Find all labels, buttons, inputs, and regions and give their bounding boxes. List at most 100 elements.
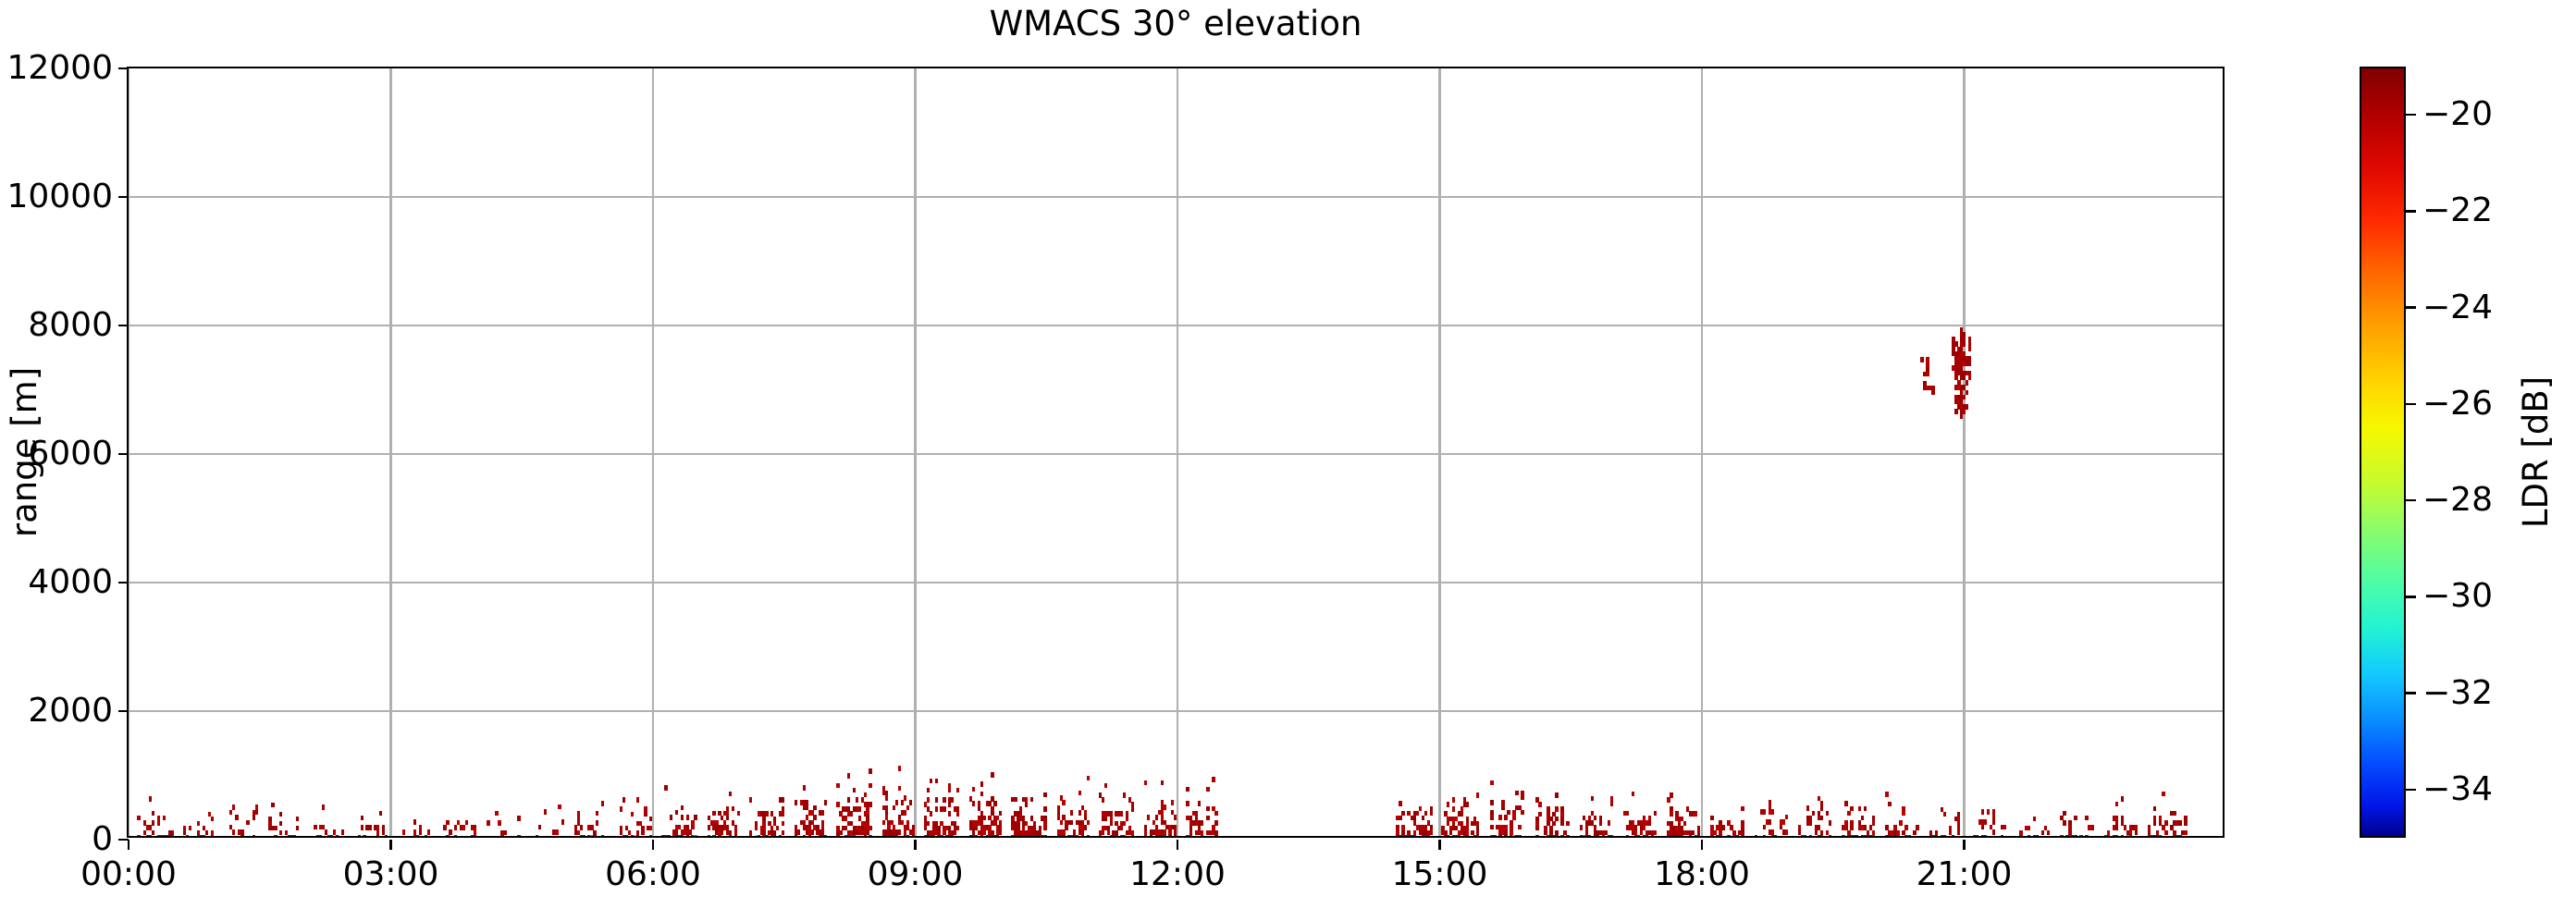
data-point [842,806,845,812]
x-tick-label: 12:00 [1129,855,1226,893]
data-point [374,825,377,830]
data-point [1043,825,1047,831]
data-point [1719,820,1722,826]
data-point [802,834,807,836]
data-point [1465,834,1469,836]
data-point [381,825,386,830]
data-point [1014,834,1017,836]
data-point [980,815,983,821]
data-point [1968,356,1972,362]
colorbar[interactable]: −20 −22 −24 −26 −28 −30 −32 −34 [2360,67,2493,838]
data-point [2088,825,2091,830]
data-point [754,834,758,836]
data-point [1212,805,1215,811]
data-point [1160,805,1164,810]
data-point [977,801,981,806]
data-point [1631,820,1635,826]
data-point [1960,399,1964,405]
data-point [368,825,372,830]
data-point [1552,834,1556,836]
data-point [644,806,647,812]
data-point [824,800,828,805]
data-point [1931,834,1936,836]
data-point [1019,834,1023,836]
data-point [401,829,406,835]
data-point [1171,809,1175,816]
data-point [842,825,845,831]
data-point [1678,820,1682,827]
data-point [1418,825,1423,830]
data-point [1206,805,1210,811]
data-point [1160,800,1164,805]
data-point [1191,820,1196,826]
data-point [271,825,275,831]
data-point [363,834,366,836]
y-tick-label: 0 [92,820,113,858]
data-point [1512,834,1516,836]
data-point [151,810,155,817]
data-point [1966,361,1969,366]
data-point [1814,829,1818,836]
data-point [1675,829,1679,836]
data-point [254,809,259,816]
data-point [993,801,997,806]
data-point [1727,834,1731,836]
data-point [926,806,931,812]
data-point [1501,800,1505,805]
data-point [937,834,941,836]
data-point [1670,825,1673,831]
data-point [2090,825,2094,830]
data-point [210,834,214,836]
data-point [723,825,727,830]
data-point [228,809,233,816]
data-point [1490,809,1494,816]
data-point [1214,820,1218,826]
data-point [1956,825,1960,831]
data-point [1980,834,1985,836]
data-point [1681,834,1684,836]
data-point [1429,810,1434,817]
data-point [1697,825,1701,831]
data-point [1547,806,1550,812]
data-point [1144,780,1148,786]
data-point [1460,829,1463,836]
data-point [1447,802,1450,807]
data-point [996,834,1000,836]
data-point [1579,825,1584,830]
data-point [210,816,214,822]
data-point [1768,799,1771,805]
data-point [633,834,636,836]
data-point [881,829,885,835]
data-point [1940,834,1943,836]
data-point [781,829,785,836]
data-point [718,810,721,817]
data-point [1697,834,1701,836]
data-point [934,829,938,836]
data-point [446,819,450,826]
data-point [781,797,785,803]
data-point [1115,829,1118,836]
data-point [1186,815,1189,821]
data-point [1555,806,1559,812]
data-point [757,834,760,836]
data-point [759,825,763,831]
data-point [974,820,979,826]
data-point [664,785,668,791]
data-point [1029,796,1034,803]
data-point [2063,810,2066,817]
data-point [948,787,952,793]
data-point [2126,834,2129,836]
data-point [1923,385,1927,391]
data-point [2173,829,2176,836]
data-point [2156,829,2160,836]
data-point [593,829,597,836]
plot-axes[interactable]: range [m] 00:00 03:00 06:00 09:00 12:00 15:00… [5,49,2225,893]
data-point [474,834,477,836]
data-point [1719,825,1722,830]
data-point [931,829,935,836]
data-point [1891,829,1894,836]
data-point [863,820,867,827]
data-point [844,834,848,836]
data-point [807,834,811,836]
data-point [555,829,559,835]
